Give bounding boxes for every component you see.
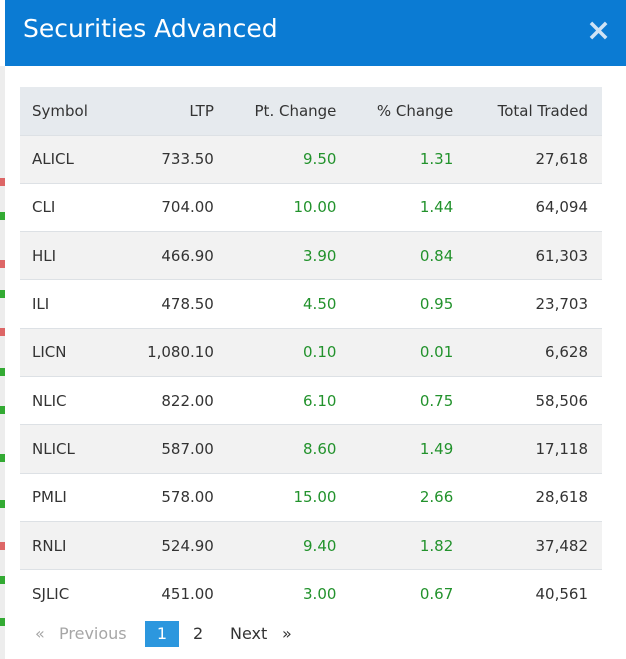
table-row: HLI 466.90 3.90 0.84 61,303 [20, 231, 602, 280]
cell-pct-change: 0.95 [419, 295, 454, 314]
securities-table: Symbol LTP Pt. Change % Change Total Tra… [20, 87, 602, 618]
cell-pt-change: 10.00 [293, 198, 337, 217]
cell-pt-change: 3.90 [303, 246, 337, 265]
pagination-first-icon: « [35, 624, 45, 643]
cell-ltp: 578.00 [161, 488, 214, 507]
cell-pct-change: 0.75 [419, 391, 454, 410]
cell-symbol: HLI [32, 246, 57, 265]
table-row: NLIC 822.00 6.10 0.75 58,506 [20, 376, 602, 425]
table-row: SJLIC 451.00 3.00 0.67 40,561 [20, 569, 602, 618]
table-row: ALICL 733.50 9.50 1.31 27,618 [20, 135, 602, 184]
cell-total-traded: 58,506 [535, 391, 589, 410]
cell-symbol: ILI [32, 295, 50, 314]
cell-ltp: 451.00 [161, 585, 214, 604]
cell-symbol: CLI [32, 198, 56, 217]
pagination-next[interactable]: Next [230, 624, 268, 643]
cell-pt-change: 9.40 [303, 536, 337, 555]
cell-symbol: LICN [32, 343, 67, 362]
cell-pct-change: 0.67 [419, 585, 454, 604]
cell-symbol: ALICL [32, 150, 74, 169]
cell-pct-change: 1.49 [419, 439, 454, 458]
cell-pct-change: 1.31 [419, 150, 454, 169]
cell-ltp: 587.00 [161, 439, 214, 458]
cell-total-traded: 27,618 [535, 150, 589, 169]
background-page-edge [0, 66, 5, 659]
table-header-row: Symbol LTP Pt. Change % Change Total Tra… [20, 87, 602, 135]
pagination-last-icon[interactable]: » [282, 624, 292, 643]
column-header-pt-change[interactable]: Pt. Change [254, 101, 337, 120]
cell-symbol: PMLI [32, 488, 67, 507]
cell-pt-change: 6.10 [303, 391, 337, 410]
securities-table-container: Symbol LTP Pt. Change % Change Total Tra… [20, 87, 602, 618]
cell-ltp: 1,080.10 [147, 343, 214, 362]
cell-ltp: 466.90 [161, 246, 214, 265]
column-header-pct-change[interactable]: % Change [376, 101, 454, 120]
cell-total-traded: 37,482 [535, 536, 589, 555]
column-header-total-traded[interactable]: Total Traded [497, 101, 588, 120]
table-row: CLI 704.00 10.00 1.44 64,094 [20, 183, 602, 232]
cell-total-traded: 28,618 [535, 488, 589, 507]
cell-symbol: RNLI [32, 536, 67, 555]
cell-total-traded: 64,094 [535, 198, 589, 217]
cell-ltp: 704.00 [161, 198, 214, 217]
cell-pct-change: 0.01 [419, 343, 454, 362]
cell-pct-change: 1.44 [419, 198, 454, 217]
table-row: RNLI 524.90 9.40 1.82 37,482 [20, 521, 602, 570]
cell-total-traded: 23,703 [535, 295, 589, 314]
cell-total-traded: 40,561 [535, 585, 589, 604]
cell-pct-change: 2.66 [419, 488, 454, 507]
column-header-ltp[interactable]: LTP [189, 101, 214, 120]
cell-total-traded: 17,118 [535, 439, 589, 458]
cell-ltp: 478.50 [161, 295, 214, 314]
cell-pct-change: 1.82 [419, 536, 454, 555]
cell-pt-change: 15.00 [293, 488, 337, 507]
cell-ltp: 524.90 [161, 536, 214, 555]
cell-pt-change: 9.50 [303, 150, 337, 169]
pagination-page-1[interactable]: 1 [145, 621, 179, 647]
cell-symbol: SJLIC [32, 585, 70, 604]
cell-pt-change: 4.50 [303, 295, 337, 314]
cell-total-traded: 6,628 [545, 343, 588, 362]
cell-ltp: 733.50 [161, 150, 214, 169]
table-row: PMLI 578.00 15.00 2.66 28,618 [20, 473, 602, 522]
modal-title: Securities Advanced [23, 14, 278, 43]
table-row: LICN 1,080.10 0.10 0.01 6,628 [20, 328, 602, 377]
cell-pt-change: 0.10 [303, 343, 337, 362]
cell-ltp: 822.00 [161, 391, 214, 410]
cell-symbol: NLICL [32, 439, 75, 458]
pagination-page-2[interactable]: 2 [193, 624, 204, 643]
cell-symbol: NLIC [32, 391, 67, 410]
table-row: NLICL 587.00 8.60 1.49 17,118 [20, 424, 602, 474]
securities-advanced-modal: Securities Advanced × [5, 0, 626, 659]
cell-pt-change: 3.00 [303, 585, 337, 604]
cell-pt-change: 8.60 [303, 439, 337, 458]
cell-total-traded: 61,303 [535, 246, 589, 265]
cell-pct-change: 0.84 [419, 246, 454, 265]
column-header-symbol[interactable]: Symbol [32, 101, 88, 120]
close-icon[interactable]: × [586, 13, 612, 48]
modal-header: Securities Advanced × [5, 0, 626, 66]
pagination-previous: Previous [59, 624, 127, 643]
table-row: ILI 478.50 4.50 0.95 23,703 [20, 279, 602, 329]
